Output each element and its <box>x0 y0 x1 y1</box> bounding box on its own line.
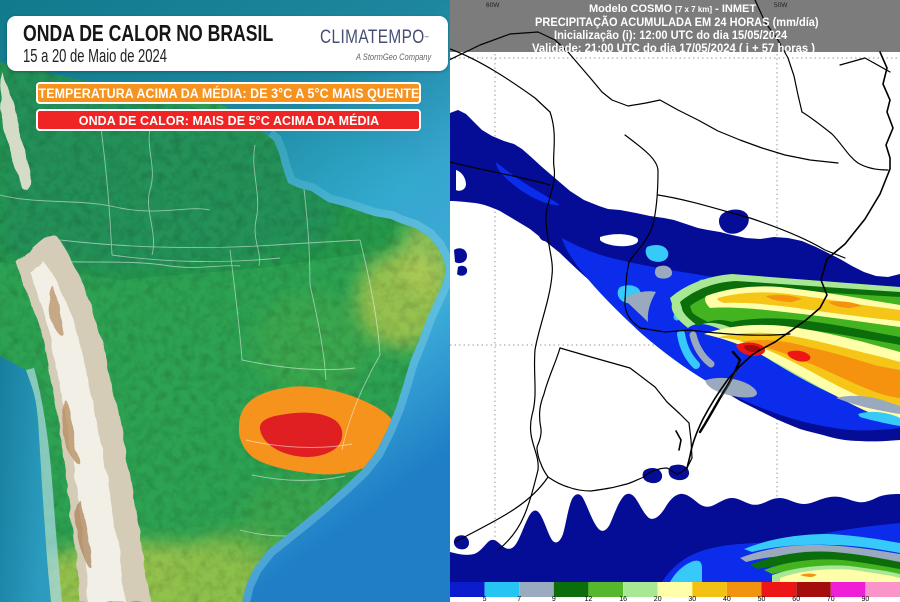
svg-text:30: 30 <box>688 596 696 602</box>
svg-text:16: 16 <box>619 596 627 602</box>
svg-text:50: 50 <box>758 596 766 602</box>
svg-text:60: 60 <box>792 596 800 602</box>
svg-text:90: 90 <box>862 596 870 602</box>
svg-text:7: 7 <box>517 596 521 602</box>
svg-text:5: 5 <box>483 596 487 602</box>
svg-text:12: 12 <box>585 596 593 602</box>
svg-text:70: 70 <box>827 596 835 602</box>
svg-text:40: 40 <box>723 596 731 602</box>
svg-text:20: 20 <box>654 596 662 602</box>
svg-text:9: 9 <box>552 596 556 602</box>
